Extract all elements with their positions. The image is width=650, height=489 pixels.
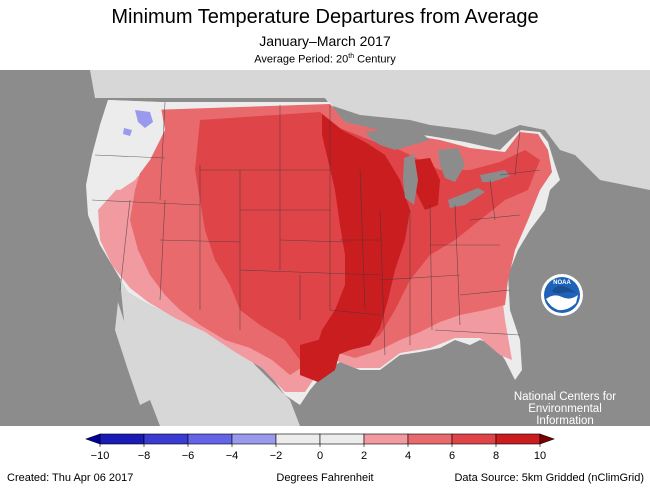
legend-bin xyxy=(363,433,409,445)
color-legend: −10 −8 −6 −4 −2 0 2 4 6 8 10 xyxy=(85,433,555,462)
legend-tick-label: 8 xyxy=(493,450,499,462)
legend-bin xyxy=(319,433,365,445)
lake-huron xyxy=(438,148,465,182)
us-map-svg xyxy=(86,70,650,426)
legend-tick-label: −6 xyxy=(182,450,195,462)
legend-bin xyxy=(143,433,189,445)
map-subtitle: January–March 2017 xyxy=(259,33,391,49)
warm-8-10-michigan xyxy=(415,158,440,210)
average-period: Average Period: 20th Century xyxy=(254,53,396,66)
legend-bin xyxy=(407,433,453,445)
legend-bin xyxy=(495,433,541,445)
legend-tick-label: 0 xyxy=(317,450,323,462)
lake-michigan xyxy=(403,154,418,205)
legend-high-arrow xyxy=(539,433,555,445)
canada-land xyxy=(90,70,650,190)
legend-tick-label: 6 xyxy=(449,450,455,462)
legend-unit-label: Degrees Fahrenheit xyxy=(276,472,374,484)
mexico-land xyxy=(120,280,300,426)
legend-bin xyxy=(275,433,321,445)
cool-patch-wa xyxy=(135,110,153,128)
lake-superior xyxy=(365,128,430,150)
noaa-logo: NOAA xyxy=(541,274,583,316)
lake-ontario xyxy=(480,170,510,182)
legend-bin xyxy=(187,433,233,445)
legend-tick-label: −8 xyxy=(138,450,151,462)
legend-bin xyxy=(231,433,277,445)
lake-erie xyxy=(448,188,485,208)
legend-bin xyxy=(451,433,497,445)
ncei-organization-label: National Centers for Environmental Infor… xyxy=(513,391,617,427)
temperature-map: National Centers for Environmental Infor… xyxy=(0,70,650,427)
state-boundaries xyxy=(91,101,541,356)
legend-tick-label: −2 xyxy=(270,450,283,462)
legend-low-arrow xyxy=(85,433,101,445)
legend-tick-label: −4 xyxy=(226,450,239,462)
warm-8-10-texas xyxy=(300,338,340,382)
created-date: Created: Thu Apr 06 2017 xyxy=(7,472,134,484)
map-title: Minimum Temperature Departures from Aver… xyxy=(111,6,539,28)
noaa-logo-text: NOAA xyxy=(553,280,571,286)
baja-land xyxy=(115,302,150,405)
data-source: Data Source: 5km Gridded (nClimGrid) xyxy=(454,472,644,484)
legend-tick-label: 10 xyxy=(534,450,546,462)
cool-patch-wa-2 xyxy=(123,128,132,136)
legend-tick-label: −10 xyxy=(91,450,110,462)
legend-tick-label: 2 xyxy=(361,450,367,462)
legend-tick-label: 4 xyxy=(405,450,411,462)
legend-bin xyxy=(99,433,145,445)
